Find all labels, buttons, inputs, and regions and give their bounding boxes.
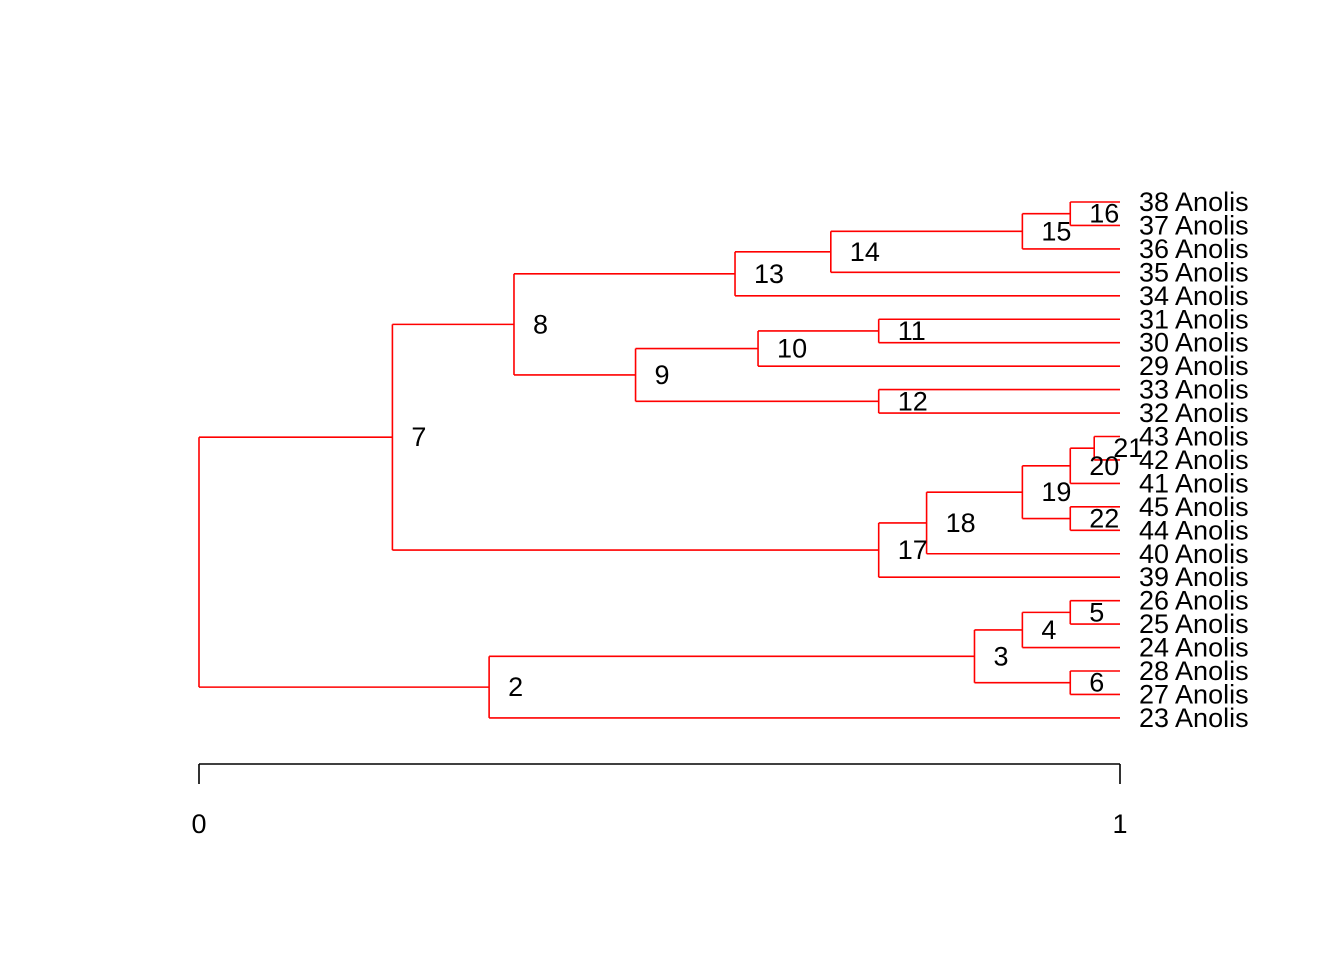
node-label-N20: 20 [1089,451,1119,481]
leaf-label-L35: 35 Anolis [1139,257,1249,287]
node-label-N15: 15 [1041,216,1071,246]
leaf-label-L45: 45 Anolis [1139,492,1249,522]
leaf-label-L44: 44 Anolis [1139,515,1249,545]
node-label-N4: 4 [1041,615,1056,645]
leaf-label-L33: 33 Anolis [1139,375,1249,405]
node-label-N17: 17 [898,535,928,565]
leaf-label-L27: 27 Anolis [1139,679,1249,709]
leaf-label-L38: 38 Anolis [1139,187,1249,217]
leaf-label-L30: 30 Anolis [1139,328,1249,358]
leaf-label-L32: 32 Anolis [1139,398,1249,428]
leaf-label-L37: 37 Anolis [1139,210,1249,240]
node-label-N19: 19 [1041,477,1071,507]
node-label-N5: 5 [1089,597,1104,627]
node-label-N11: 11 [898,316,926,346]
leaf-label-L26: 26 Anolis [1139,586,1249,616]
node-label-N7: 7 [411,422,426,452]
leaf-label-L42: 42 Anolis [1139,445,1249,475]
leaf-label-L31: 31 Anolis [1139,304,1249,334]
axis-tick-label-0: 0 [191,809,206,839]
node-label-N3: 3 [993,641,1008,671]
leaf-label-L29: 29 Anolis [1139,351,1249,381]
axis-tick-label-1: 1 [1112,809,1127,839]
tree-branches [198,201,1120,719]
node-label-N12: 12 [898,386,928,416]
leaf-label-L39: 39 Anolis [1139,562,1249,592]
leaf-label-L43: 43 Anolis [1139,422,1249,452]
leaf-label-L34: 34 Anolis [1139,281,1249,311]
node-label-N22: 22 [1089,504,1119,534]
node-label-N2: 2 [508,672,523,702]
leaf-label-L40: 40 Anolis [1139,539,1249,569]
node-label-N6: 6 [1089,668,1104,698]
node-label-N14: 14 [850,237,880,267]
node-label-N9: 9 [655,360,670,390]
leaf-label-L23: 23 Anolis [1139,703,1249,733]
leaf-label-L41: 41 Anolis [1139,468,1249,498]
leaf-label-L25: 25 Anolis [1139,609,1249,639]
node-label-N16: 16 [1089,199,1119,229]
leaf-label-L36: 36 Anolis [1139,234,1249,264]
node-label-N10: 10 [777,334,807,364]
node-label-N8: 8 [533,309,548,339]
leaf-label-L28: 28 Anolis [1139,656,1249,686]
node-label-N21: 21 [1113,433,1143,463]
node-label-N18: 18 [946,508,976,538]
node-label-N13: 13 [754,259,784,289]
leaf-label-L24: 24 Anolis [1139,633,1249,663]
